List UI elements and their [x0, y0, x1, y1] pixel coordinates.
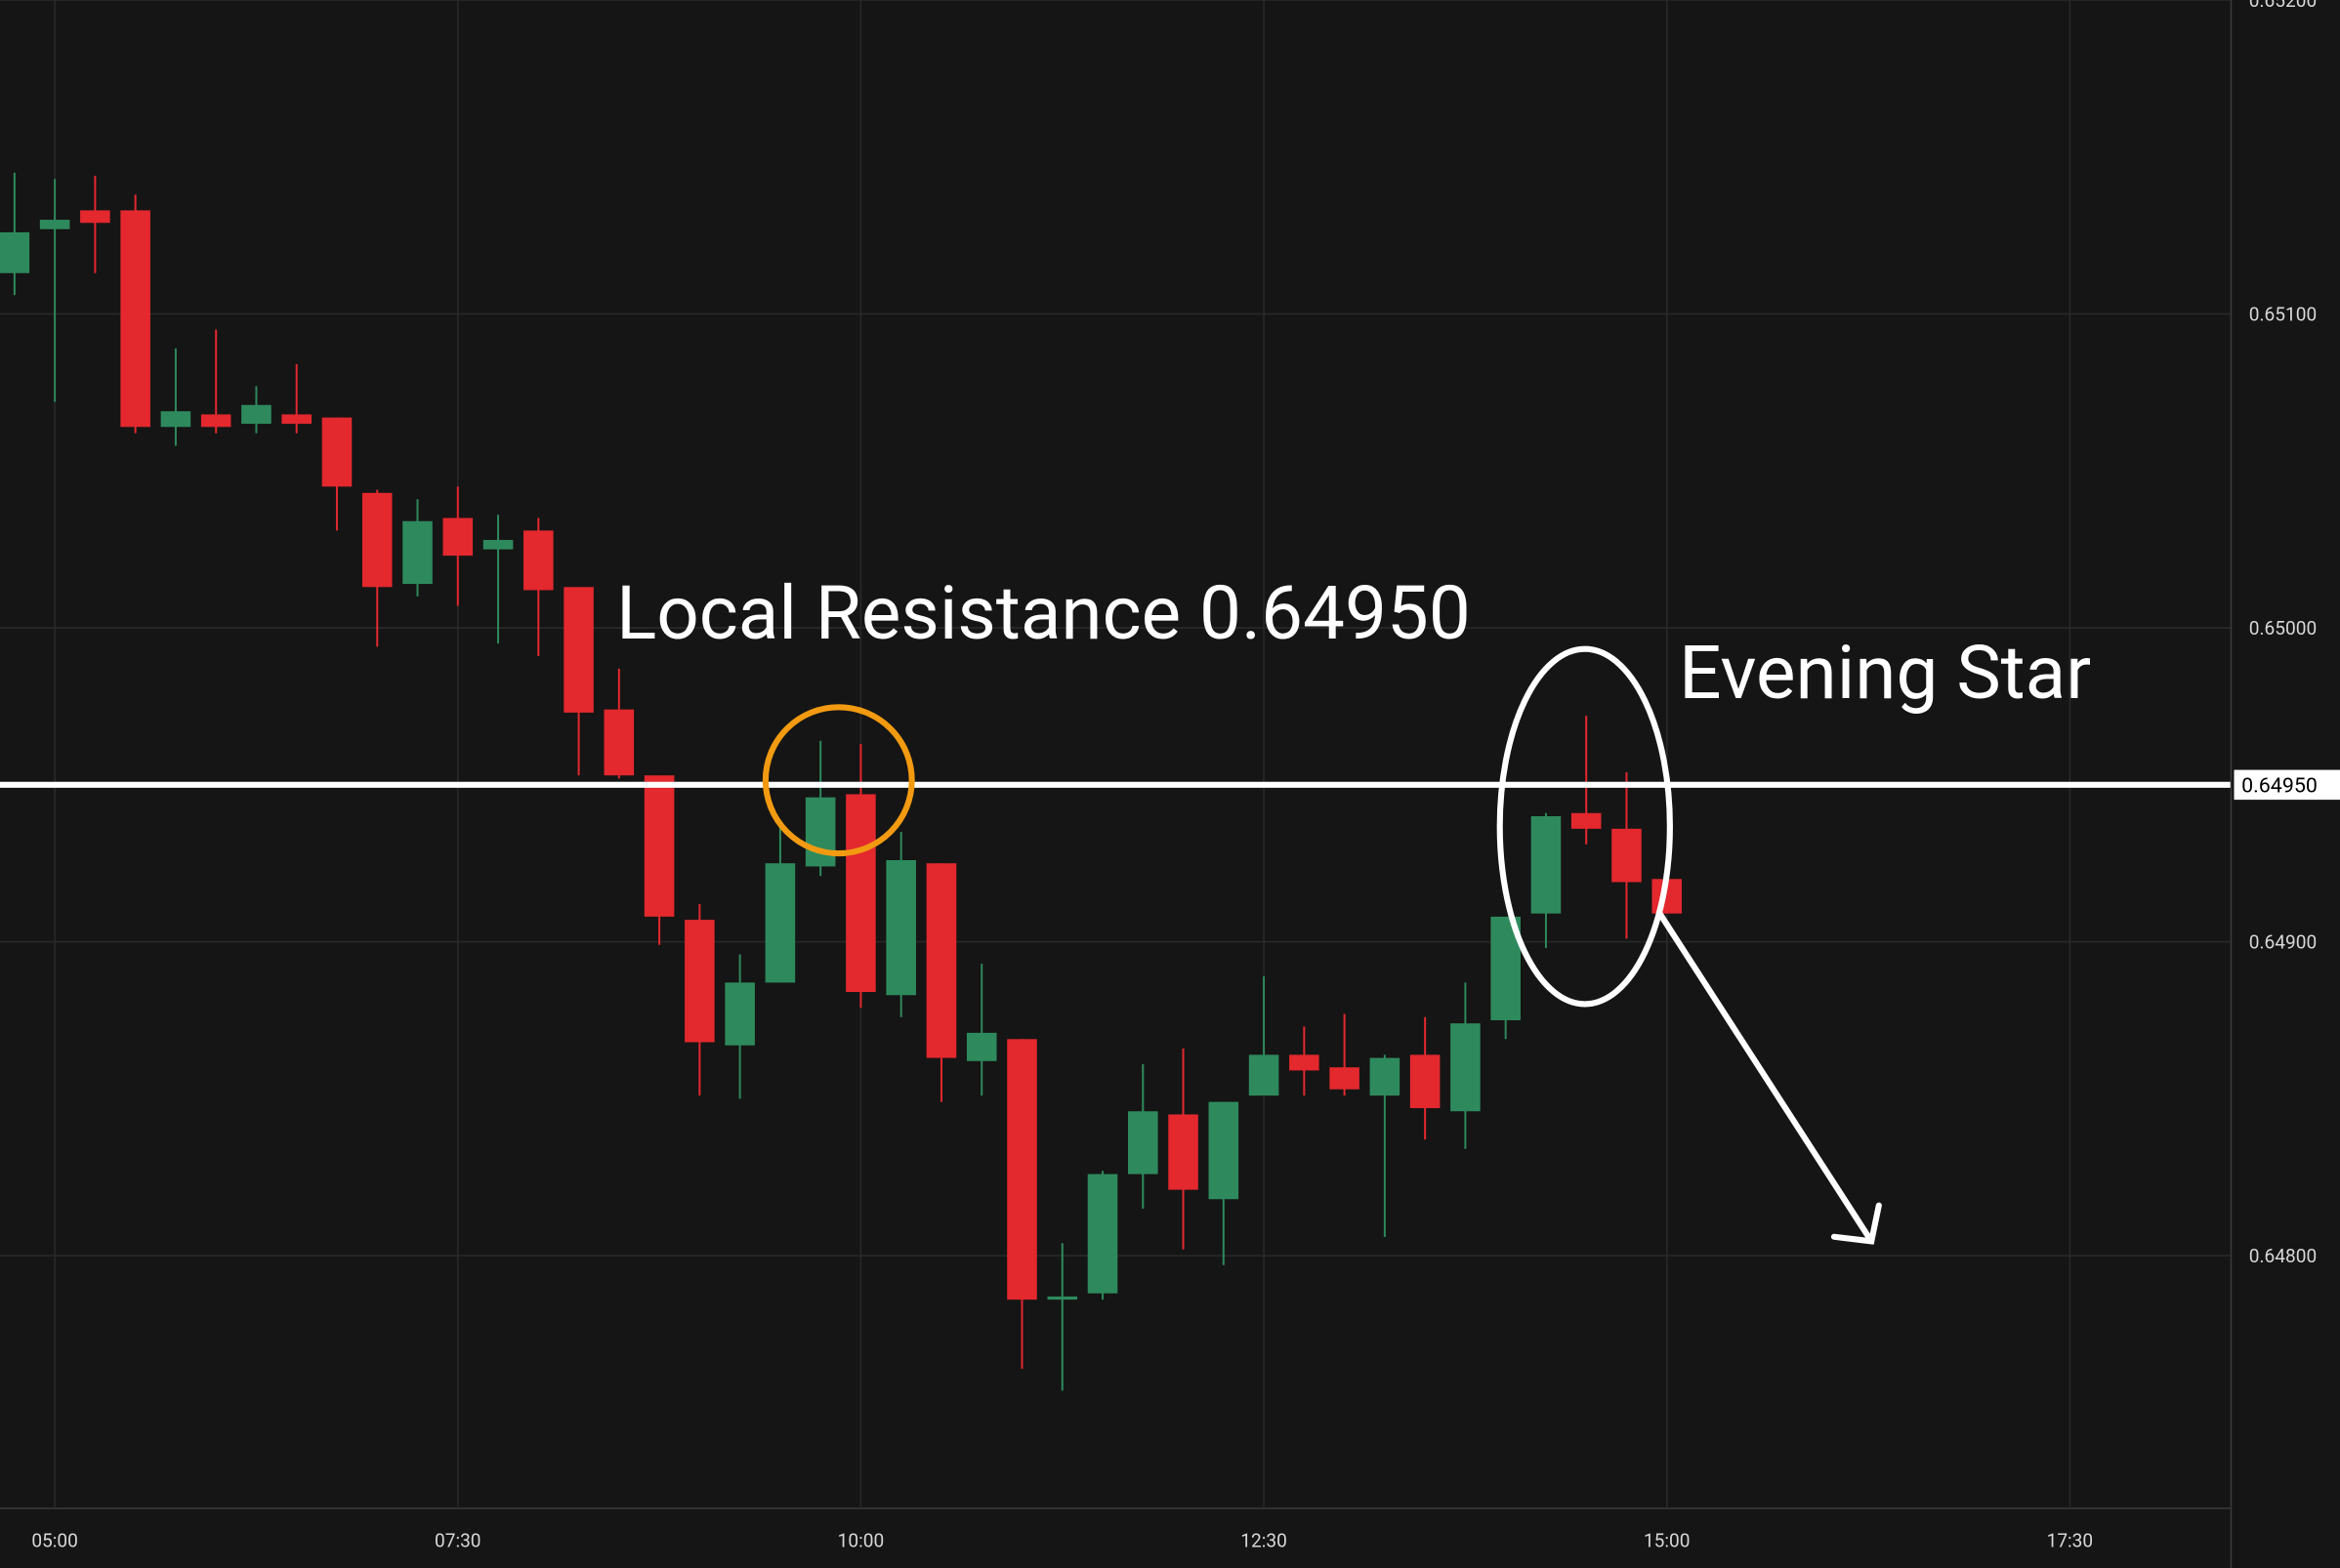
y-tick-label: 0.65000 — [2249, 617, 2317, 640]
candle-body — [765, 863, 796, 983]
highlight-circle — [762, 704, 915, 857]
candle-body — [241, 404, 272, 425]
candle-body — [1168, 1114, 1198, 1190]
candle-body — [1329, 1067, 1359, 1090]
candle-body — [523, 530, 554, 591]
axis-labels: 0.65200 0.65100 0.65000 0.64900 0.64800 05:00… — [31, 0, 2340, 1552]
candle-body — [926, 863, 957, 1058]
candle-body — [1611, 828, 1642, 883]
candle-body — [80, 210, 110, 224]
candle-body — [321, 417, 353, 487]
annotation: Evening Star — [1679, 629, 2091, 717]
highlight-ellipse — [1496, 645, 1673, 1008]
candle-body — [644, 775, 675, 917]
candle-body — [0, 231, 30, 273]
x-tick-label: 15:00 — [1644, 1530, 1691, 1552]
candle-body — [966, 1032, 997, 1061]
y-tick-label: 0.65200 — [2249, 0, 2317, 12]
candle-body — [1369, 1057, 1400, 1096]
candle-body — [361, 492, 393, 588]
candle-body — [1570, 812, 1602, 829]
candle-body — [1007, 1039, 1037, 1300]
price-marker-label: 0.64950 — [2241, 773, 2318, 798]
candle-body — [160, 411, 191, 428]
candle-body — [200, 414, 231, 428]
candle-body — [1530, 815, 1562, 914]
x-tick-label: 17:30 — [2047, 1530, 2094, 1552]
candle-body — [725, 982, 755, 1046]
x-tick-label: 10:00 — [838, 1530, 885, 1552]
candle-body — [685, 920, 715, 1043]
candle-body — [886, 859, 916, 996]
candle-body — [402, 520, 433, 585]
x-tick-label: 07:30 — [435, 1530, 481, 1552]
candle-body — [1289, 1054, 1319, 1071]
candles — [0, 172, 2232, 1391]
candle-body — [1248, 1054, 1279, 1096]
y-tick-label: 0.64900 — [2249, 930, 2317, 953]
candle-body — [1087, 1174, 1118, 1294]
candle-body — [1208, 1101, 1239, 1200]
candle-body — [482, 540, 514, 550]
candle-body — [442, 517, 474, 557]
x-tick-label: 12:30 — [1240, 1530, 1287, 1552]
arrow — [1656, 910, 1882, 1245]
candle-body — [39, 220, 70, 229]
annotation: Local Resistance 0.64950 — [616, 569, 1471, 657]
x-tick-label: 05:00 — [31, 1530, 78, 1552]
grid — [0, 0, 2232, 1507]
candle-body — [564, 587, 594, 713]
candle-body — [846, 794, 876, 993]
y-tick-label: 0.64800 — [2249, 1245, 2317, 1267]
price-marker-box — [2234, 769, 2340, 801]
candle-body — [1047, 1296, 1078, 1300]
candle-body — [120, 210, 150, 428]
y-tick-label: 0.65100 — [2249, 303, 2317, 325]
candle-body — [1450, 1023, 1481, 1112]
candle-body — [1409, 1054, 1441, 1109]
candle-body — [1128, 1111, 1158, 1175]
candle-body — [604, 709, 635, 776]
arrow-head — [1830, 1202, 1882, 1245]
arrow-shaft — [1656, 910, 1875, 1245]
candle-body — [281, 414, 312, 425]
candle-body — [805, 797, 836, 867]
